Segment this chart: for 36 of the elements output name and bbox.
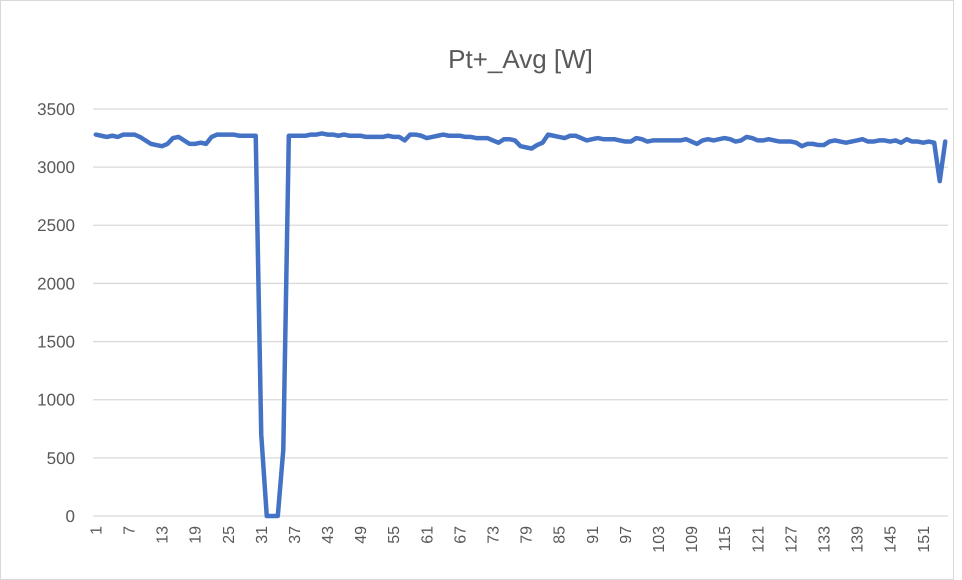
x-tick-label: 103 — [651, 526, 668, 553]
x-tick-label: 31 — [254, 526, 271, 544]
x-tick-label: 67 — [452, 526, 470, 544]
x-tick-label: 79 — [518, 526, 536, 544]
y-tick-label: 2500 — [37, 216, 75, 236]
y-tick-label: 1500 — [37, 332, 75, 352]
x-tick-label: 37 — [286, 526, 304, 544]
x-tick-label: 55 — [386, 526, 404, 544]
x-tick-label: 25 — [220, 526, 238, 544]
x-tick-label: 133 — [816, 526, 834, 553]
x-tick-label: 61 — [419, 526, 436, 544]
y-tick-label: 500 — [46, 448, 75, 468]
x-tick-label: 109 — [684, 526, 702, 553]
x-tick-label: 1 — [88, 526, 106, 535]
x-tick-label: 91 — [584, 526, 602, 544]
chart-title: Pt+_Avg [W] — [448, 44, 593, 74]
x-tick-label: 43 — [320, 526, 338, 544]
x-tick-label: 115 — [717, 526, 734, 552]
y-tick-label: 3500 — [37, 100, 75, 119]
x-tick-label: 19 — [188, 526, 205, 544]
x-tick-label: 127 — [783, 526, 800, 553]
x-tick-label: 97 — [618, 526, 635, 544]
x-tick-label: 49 — [353, 526, 370, 544]
y-tick-label: 0 — [66, 506, 75, 526]
y-tick-label: 3000 — [37, 158, 75, 178]
x-tick-label: 121 — [750, 526, 768, 553]
y-tick-label: 2000 — [37, 274, 75, 294]
y-tick-label: 1000 — [37, 390, 75, 410]
x-tick-label: 73 — [486, 526, 503, 544]
x-tick-label: 85 — [552, 526, 569, 544]
x-tick-label: 13 — [154, 526, 172, 544]
x-tick-label: 151 — [916, 526, 933, 553]
line-series — [94, 131, 948, 518]
x-tick-label: 145 — [882, 526, 900, 553]
x-tick-label: 139 — [850, 526, 867, 553]
x-tick-label: 7 — [121, 526, 138, 535]
